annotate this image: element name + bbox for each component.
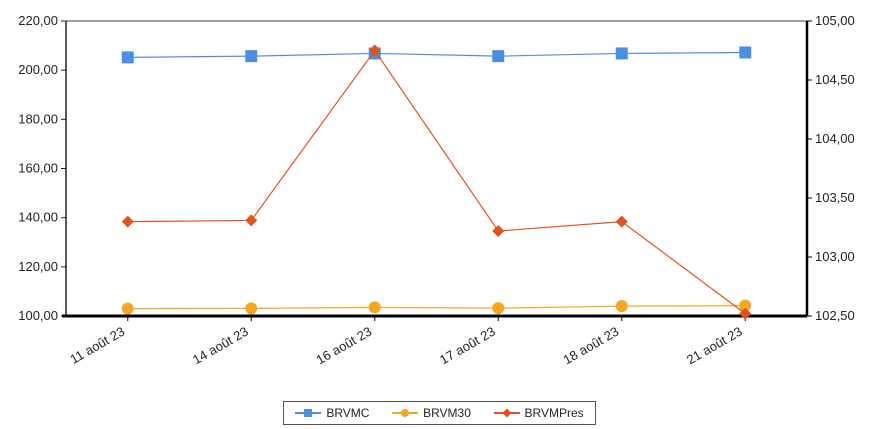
x-tick-label: 17 août 23 [437,324,498,368]
data-point [615,300,628,313]
data-point [739,46,752,59]
legend-item-brvm30: BRVM30 [392,406,471,420]
data-point [492,50,505,63]
y-left-tick-label: 120,00 [18,259,58,274]
chart-axes: 100,00 120,00 140,00 160,00 180,00 200,00 220,… [18,13,855,367]
x-tick-label: 18 août 23 [561,324,622,368]
y-right-tick-label: 102,50 [815,308,855,323]
chart-series [121,44,752,320]
legend-swatch [392,408,419,418]
data-point [245,214,258,227]
data-point [121,215,134,228]
data-point [245,302,258,315]
series-brvmpres [121,44,752,320]
chart-legend: BRVMC BRVM30 BRVMPres [283,401,596,425]
y-right-tick-label: 103,50 [815,190,855,205]
data-point [739,307,752,320]
y-right-tick-label: 105,00 [815,13,855,28]
y-left-tick-label: 100,00 [18,308,58,323]
x-tick-label: 11 août 23 [67,324,127,367]
data-point [739,299,752,312]
legend-item-brvmpres: BRVMPres [493,406,584,420]
series-line [127,305,746,310]
data-point [368,44,381,57]
legend-item-brvmc: BRVMC [295,406,369,420]
data-point [368,301,381,314]
legend-swatch [493,408,520,418]
y-left-tick-label: 140,00 [18,210,58,225]
y-left-tick-label: 220,00 [18,13,58,28]
y-right-tick-label: 104,00 [815,131,855,146]
x-tick-label: 16 août 23 [314,324,375,368]
y-left-tick-label: 180,00 [18,111,58,126]
series-line [127,49,746,315]
data-point [492,225,505,238]
data-point [615,47,628,60]
y-left-tick-label: 200,00 [18,62,58,77]
data-point [615,215,628,228]
x-tick-label: 21 août 23 [684,324,745,368]
legend-label: BRVM30 [423,406,471,420]
y-right-tick-label: 103,00 [815,249,855,264]
legend-label: BRVMC [326,406,370,420]
y-left-tick-label: 160,00 [18,161,58,176]
y-right-tick-label: 104,50 [815,72,855,87]
x-tick-label: 14 août 23 [190,324,251,368]
legend-label: BRVMPres [524,406,584,420]
series-line [127,51,746,58]
line-chart: 100,00 120,00 140,00 160,00 180,00 200,00 220,… [18,13,855,367]
series-brvmc [121,46,752,64]
data-point [121,51,134,64]
data-point [492,302,505,315]
legend-swatch [295,408,322,418]
series-brvm30 [121,299,752,315]
data-point [121,302,134,315]
data-point [245,50,258,63]
